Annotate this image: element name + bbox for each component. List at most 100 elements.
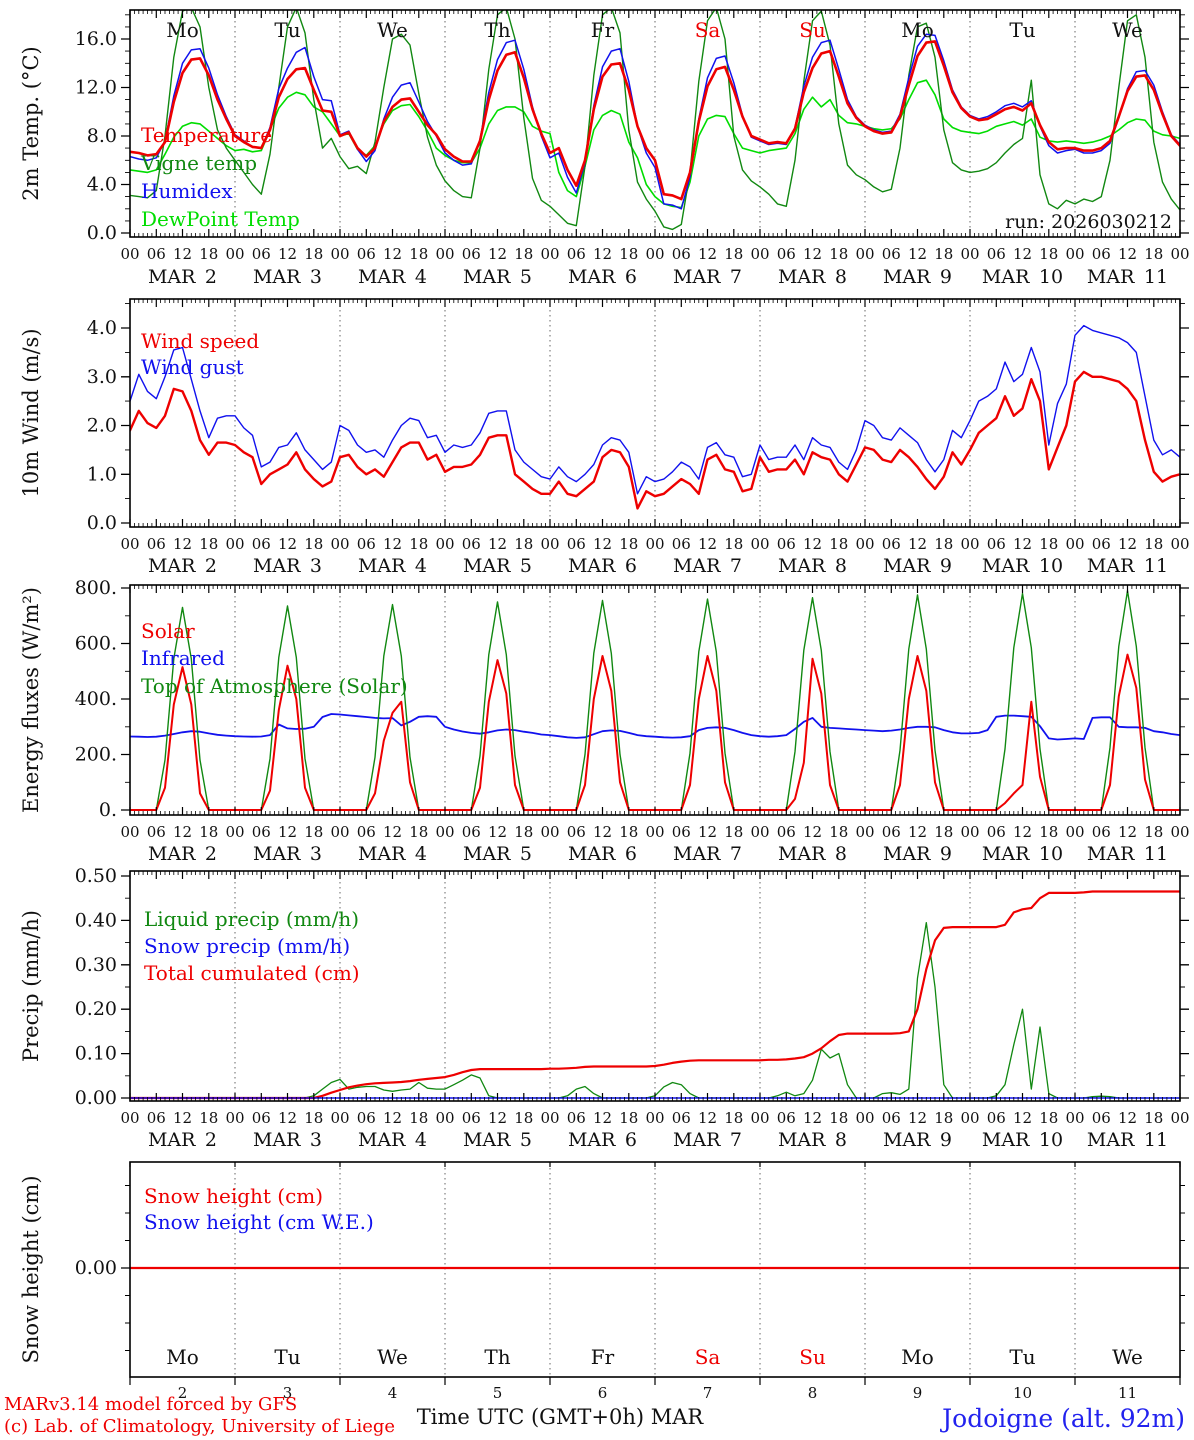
- svg-text:12: 12: [908, 535, 927, 553]
- plot-frame: [129, 298, 1181, 528]
- svg-text:06: 06: [147, 1109, 166, 1127]
- svg-text:18: 18: [724, 245, 743, 263]
- svg-text:12: 12: [173, 535, 192, 553]
- svg-text:06: 06: [672, 823, 691, 841]
- svg-text:12: 12: [488, 823, 507, 841]
- svg-text:MAR 3: MAR 3: [253, 1129, 322, 1151]
- svg-text:18: 18: [304, 535, 323, 553]
- legend-item-solar: Solar: [141, 619, 195, 643]
- svg-text:06: 06: [252, 535, 271, 553]
- svg-text:18: 18: [304, 1109, 323, 1127]
- svg-text:12: 12: [593, 823, 612, 841]
- svg-text:MAR 6: MAR 6: [568, 555, 637, 577]
- svg-text:MAR 4: MAR 4: [358, 843, 427, 865]
- svg-text:06: 06: [672, 1109, 691, 1127]
- svg-text:18: 18: [1039, 823, 1058, 841]
- svg-text:12: 12: [488, 535, 507, 553]
- svg-text:00: 00: [855, 245, 874, 263]
- date-labels: MAR 2 MAR 3 MAR 4 MAR 5 MAR 6 MAR 7 MAR 8 MAR 9…: [148, 1129, 1168, 1151]
- svg-text:Th: Th: [484, 18, 510, 42]
- y-minor-ticks: [125, 14, 1185, 222]
- y-minor-ticks: [125, 303, 1185, 500]
- svg-text:18: 18: [619, 245, 638, 263]
- svg-text:18: 18: [619, 823, 638, 841]
- svg-text:00: 00: [435, 535, 454, 553]
- svg-text:18: 18: [199, 1109, 218, 1127]
- svg-text:06: 06: [672, 245, 691, 263]
- svg-text:06: 06: [462, 535, 481, 553]
- svg-text:00: 00: [330, 823, 349, 841]
- svg-text:MAR 10: MAR 10: [982, 266, 1063, 288]
- series-line-vigne-temp: [130, 10, 1180, 231]
- legend-item-snow-precip-mm-h-: Snow precip (mm/h): [144, 934, 350, 958]
- legend-item-infrared: Infrared: [141, 646, 225, 670]
- x-major-ticks: [129, 871, 1181, 1101]
- svg-text:06: 06: [462, 1109, 481, 1127]
- svg-text:06: 06: [882, 823, 901, 841]
- svg-text:18: 18: [934, 535, 953, 553]
- svg-text:Mo: Mo: [901, 1345, 934, 1369]
- svg-text:MAR 6: MAR 6: [568, 266, 637, 288]
- day-gridlines: [234, 1163, 1076, 1376]
- svg-text:00: 00: [750, 823, 769, 841]
- svg-text:18: 18: [514, 535, 533, 553]
- svg-text:MAR 11: MAR 11: [1087, 843, 1168, 865]
- svg-text:18: 18: [304, 245, 323, 263]
- legend-item-humidex: Humidex: [141, 179, 233, 203]
- svg-text:18: 18: [829, 823, 848, 841]
- svg-text:MAR 6: MAR 6: [568, 1129, 637, 1151]
- svg-text:00: 00: [1065, 245, 1084, 263]
- svg-text:00: 00: [1065, 823, 1084, 841]
- series-temperature: [130, 10, 1180, 231]
- svg-text:10: 10: [1013, 1384, 1032, 1402]
- legend-item-top-of-atmosphere-solar-: Top of Atmosphere (Solar): [141, 674, 408, 698]
- svg-text:12: 12: [278, 535, 297, 553]
- panel-snow: 0.00 Snow height (cm) Mo 2 Tu 3 We 4 Th 5 Fr 6 Sa 7 Su…: [19, 1161, 1189, 1402]
- svg-text:8.0: 8.0: [87, 125, 117, 147]
- series-wind: [130, 324, 1180, 510]
- svg-text:12: 12: [1013, 1109, 1032, 1127]
- svg-text:12: 12: [173, 823, 192, 841]
- legend-item-vigne-temp: Vigne temp: [140, 151, 257, 175]
- svg-text:Tu: Tu: [1009, 18, 1035, 42]
- svg-text:00: 00: [645, 1109, 664, 1127]
- svg-text:18: 18: [514, 245, 533, 263]
- svg-text:Tu: Tu: [274, 18, 300, 42]
- svg-text:00: 00: [645, 535, 664, 553]
- y-axis-title: 2m Temp. (°C): [19, 46, 43, 200]
- svg-text:12: 12: [698, 245, 717, 263]
- x-minor-ticks: [134, 871, 1176, 1101]
- svg-text:MAR 7: MAR 7: [673, 266, 742, 288]
- svg-text:MAR 2: MAR 2: [148, 555, 217, 577]
- svg-text:MAR 9: MAR 9: [883, 1129, 952, 1151]
- svg-text:18: 18: [304, 823, 323, 841]
- svg-text:2.0: 2.0: [87, 415, 117, 437]
- svg-text:0.50: 0.50: [75, 865, 117, 887]
- svg-text:06: 06: [987, 1109, 1006, 1127]
- svg-text:00: 00: [225, 245, 244, 263]
- y-tick-labels: 0. 200. 400. 600. 800.: [75, 577, 117, 821]
- svg-text:MAR 7: MAR 7: [673, 843, 742, 865]
- svg-text:06: 06: [567, 823, 586, 841]
- svg-text:18: 18: [1039, 245, 1058, 263]
- hour-tick-labels: 00 06 12 18 00 06 12 18 00 06 12 18 00 06 12 18 00 06 12 18…: [120, 245, 1189, 263]
- svg-text:7: 7: [703, 1384, 713, 1402]
- svg-text:18: 18: [1144, 823, 1163, 841]
- y-tick-labels: 0.00 0.10 0.20 0.30 0.40 0.50: [75, 865, 117, 1109]
- x-minor-ticks: [134, 10, 1176, 237]
- svg-text:0.00: 0.00: [75, 1257, 117, 1279]
- svg-text:00: 00: [855, 535, 874, 553]
- svg-text:12: 12: [593, 1109, 612, 1127]
- panel-temperature: 0.04.08.012.016.02m Temp. (°C)00 06 12 18 00…: [19, 9, 1190, 288]
- svg-text:18: 18: [829, 245, 848, 263]
- svg-text:06: 06: [1092, 823, 1111, 841]
- series-line-humidex: [130, 33, 1180, 210]
- svg-text:MAR 7: MAR 7: [673, 555, 742, 577]
- svg-text:We: We: [1112, 1345, 1143, 1369]
- svg-text:00: 00: [750, 535, 769, 553]
- svg-text:06: 06: [357, 245, 376, 263]
- svg-text:18: 18: [199, 535, 218, 553]
- svg-text:MAR 7: MAR 7: [673, 1129, 742, 1151]
